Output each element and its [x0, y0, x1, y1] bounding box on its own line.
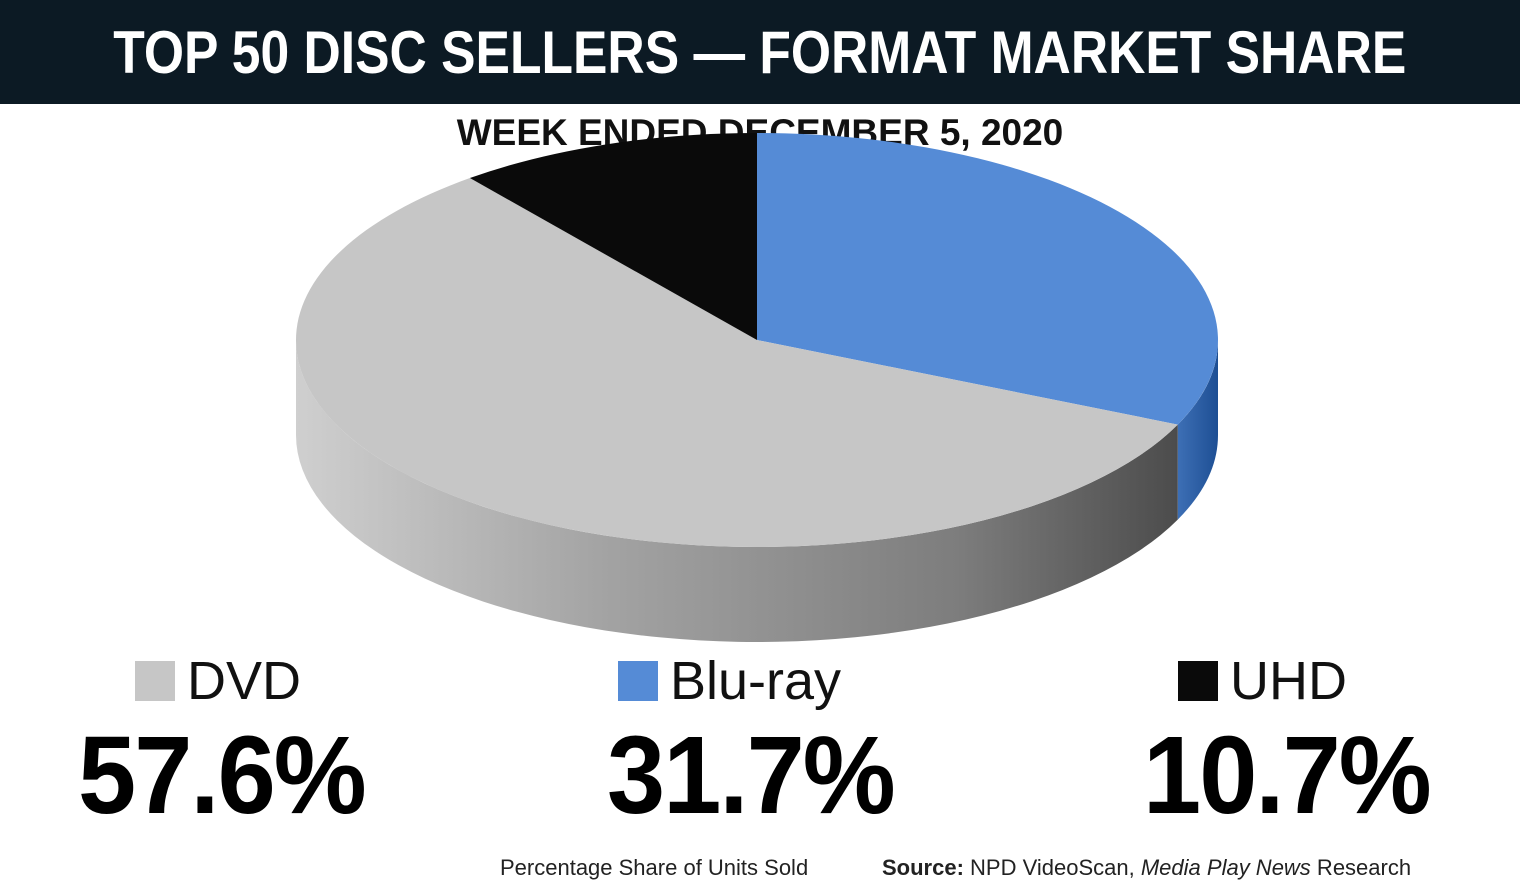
pie-side-bluray: [1177, 340, 1218, 520]
pie-slice-bluray: [757, 133, 1218, 425]
legend-swatch-bluray: [618, 661, 658, 701]
footer-source-italic: Media Play News: [1140, 855, 1311, 880]
pie-slice-dvd: [296, 178, 1178, 547]
legend-swatch-uhd: [1178, 661, 1218, 701]
data-label-bluray: 31.7%: [607, 714, 896, 837]
pie-side-dvd: [296, 340, 1178, 642]
footer-source-text-b: Research: [1310, 855, 1412, 880]
data-label-uhd: 10.7%: [1143, 714, 1432, 837]
footer-source-text-a: NPD VideoScan,: [970, 855, 1141, 880]
legend-item-dvd: DVD: [135, 650, 301, 712]
data-label-dvd: 57.6%: [78, 714, 367, 837]
chart-title: TOP 50 DISC SELLERS — FORMAT MARKET SHAR…: [113, 18, 1407, 86]
footer-source-label: Source:: [882, 855, 964, 880]
footer-caption: Percentage Share of Units Sold: [500, 855, 809, 880]
legend-item-uhd: UHD: [1178, 650, 1347, 712]
legend-label-uhd: UHD: [1230, 651, 1347, 711]
title-bar: TOP 50 DISC SELLERS — FORMAT MARKET SHAR…: [0, 0, 1520, 104]
legend-item-bluray: Blu-ray: [618, 650, 841, 712]
pie-slice-uhd: [469, 133, 757, 340]
legend-label-dvd: DVD: [187, 651, 302, 711]
footer-source: Source: NPD VideoScan, Media Play News R…: [882, 855, 1411, 881]
legend-swatch-dvd: [135, 661, 175, 701]
legend-label-bluray: Blu-ray: [670, 651, 842, 711]
